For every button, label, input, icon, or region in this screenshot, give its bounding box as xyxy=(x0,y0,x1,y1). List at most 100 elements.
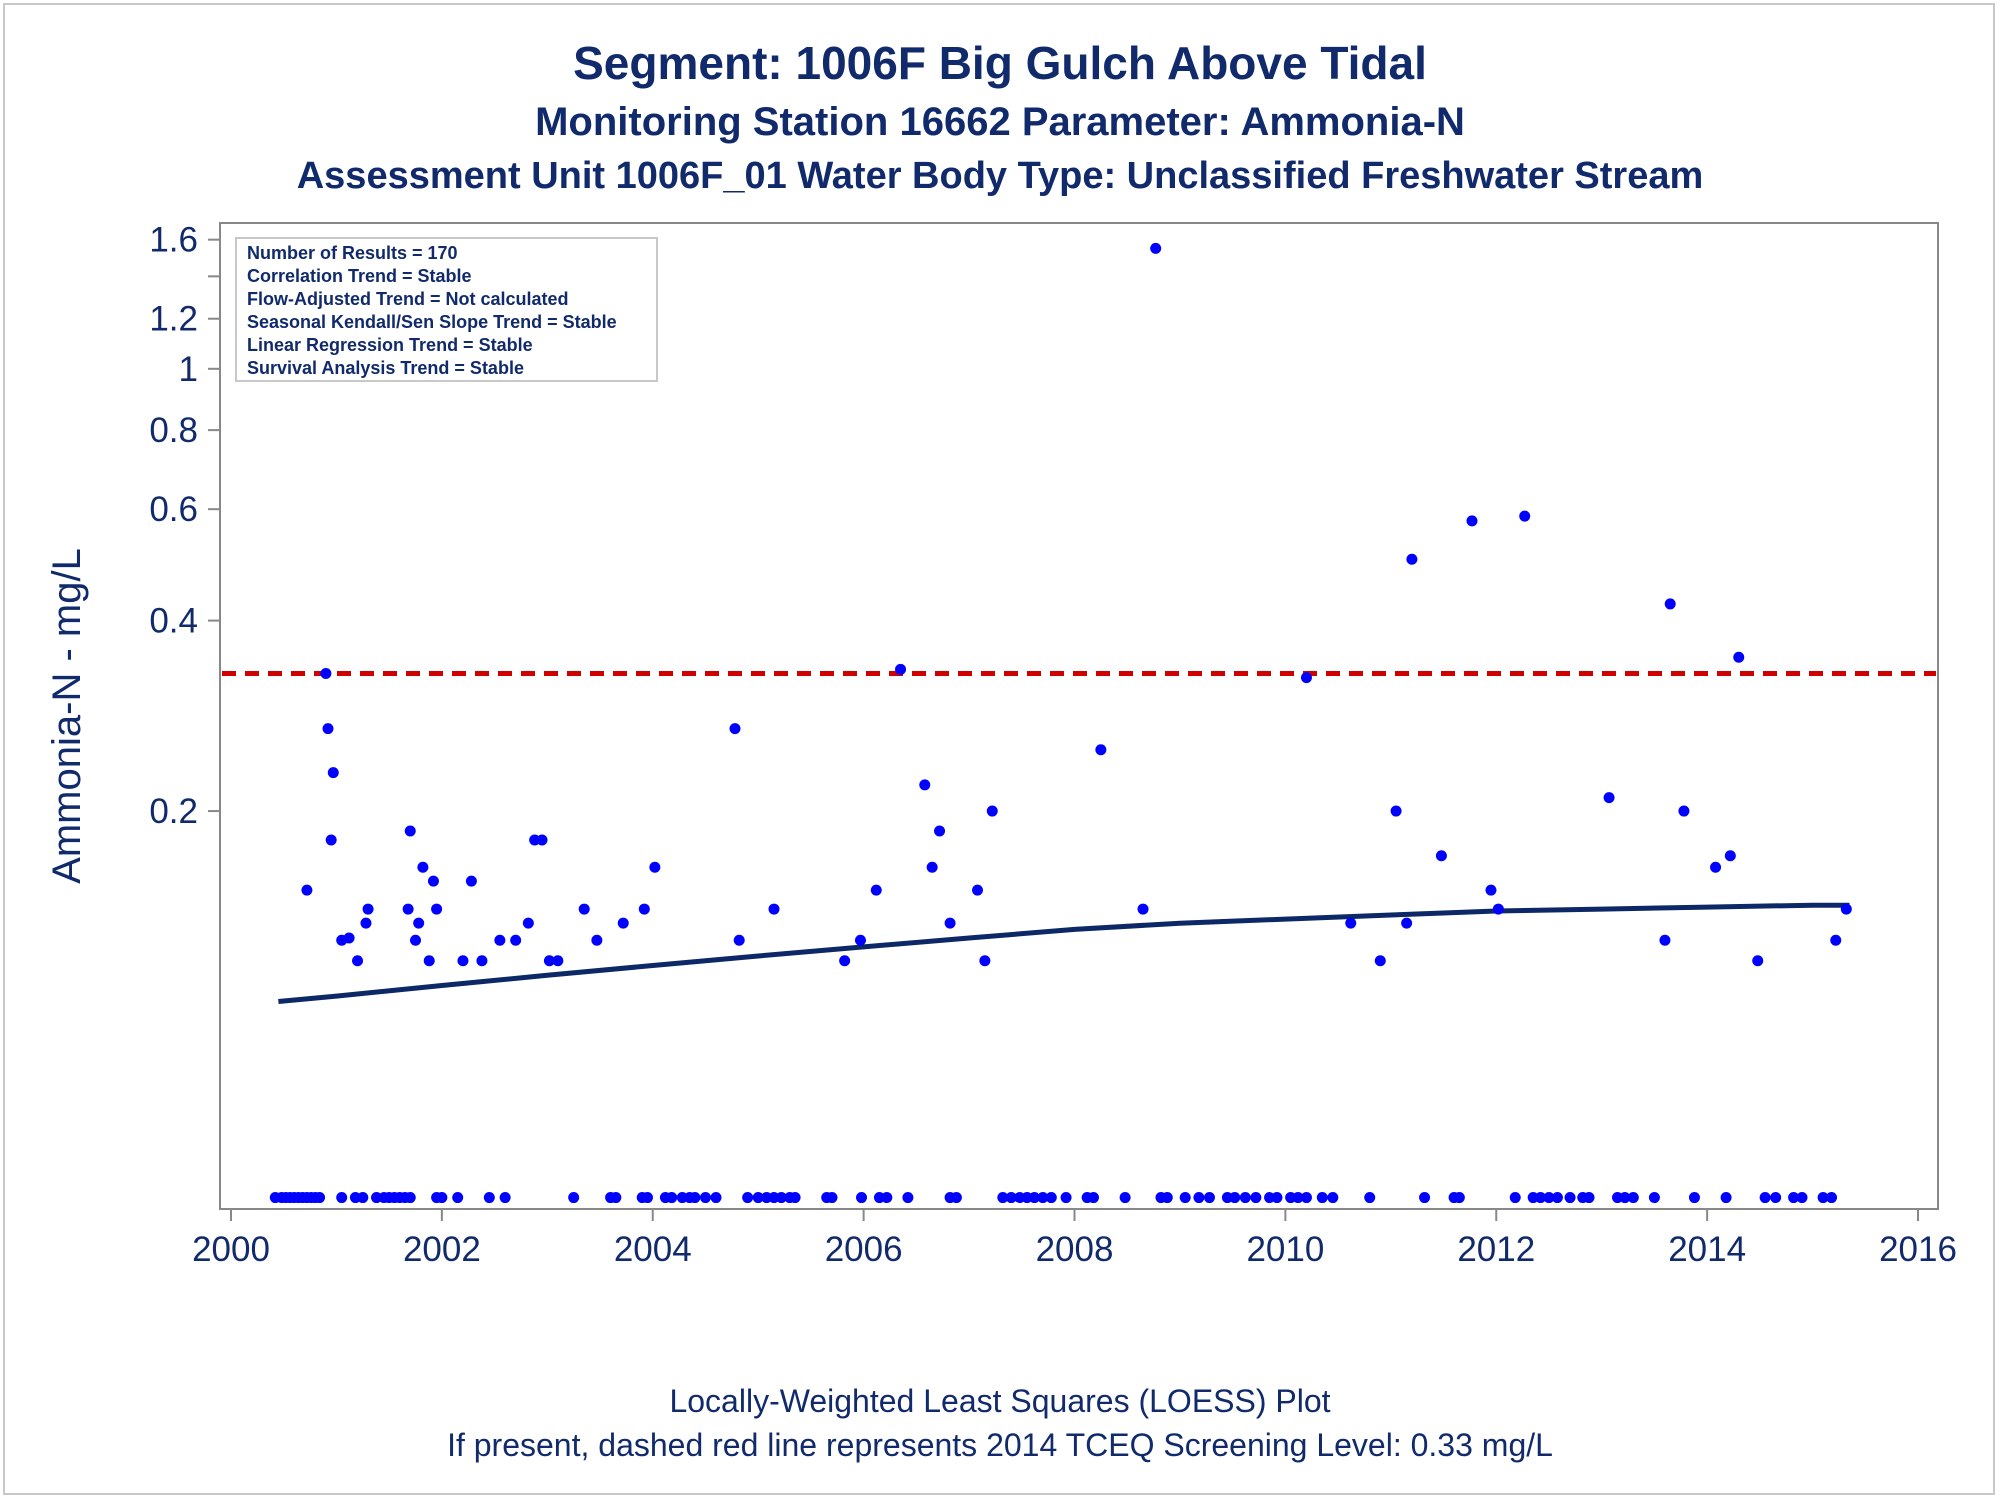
below-detection-point xyxy=(1720,1192,1732,1204)
x-tick-label: 2010 xyxy=(1246,1230,1324,1269)
loess-line xyxy=(278,902,1850,1004)
below-detection-point xyxy=(1028,1192,1040,1204)
data-point xyxy=(320,667,332,679)
below-detection-point xyxy=(1005,1192,1017,1204)
x-tick-label: 2004 xyxy=(614,1230,692,1269)
x-tick-label: 2012 xyxy=(1457,1230,1535,1269)
chart-subtitle-2: Assessment Unit 1006F_01 Water Body Type… xyxy=(296,155,1704,197)
stat-seasonal-kendall-trend: Seasonal Kendall/Sen Slope Trend = Stabl… xyxy=(247,312,617,332)
below-detection-point xyxy=(1037,1192,1049,1204)
below-detection-point xyxy=(1770,1192,1782,1204)
data-point xyxy=(552,955,564,967)
data-point xyxy=(895,663,907,675)
y-tick-label: 0.8 xyxy=(149,411,198,450)
x-tick-label: 2000 xyxy=(192,1230,270,1269)
below-detection-point xyxy=(666,1192,678,1204)
stats-box: Number of Results = 170 Correlation Tren… xyxy=(235,237,658,382)
data-point xyxy=(457,955,469,967)
data-points xyxy=(301,242,1852,967)
data-point xyxy=(360,917,372,929)
data-point xyxy=(934,825,946,837)
data-point xyxy=(362,903,374,915)
data-point xyxy=(729,723,741,735)
below-detection-point xyxy=(1179,1192,1191,1204)
below-detection-point xyxy=(1229,1192,1241,1204)
data-point xyxy=(1390,805,1402,817)
below-detection-points xyxy=(269,1192,1838,1204)
data-point xyxy=(1678,805,1690,817)
data-point xyxy=(1830,934,1842,946)
data-point xyxy=(1519,510,1531,522)
data-point xyxy=(1485,884,1497,896)
data-point xyxy=(768,903,780,915)
below-detection-point xyxy=(436,1192,448,1204)
below-detection-point xyxy=(1364,1192,1376,1204)
stat-linear-regression-trend: Linear Regression Trend = Stable xyxy=(247,335,533,355)
data-point xyxy=(1137,903,1149,915)
y-tick-label: 0.6 xyxy=(149,490,198,529)
data-point xyxy=(649,861,661,873)
below-detection-point xyxy=(1826,1192,1838,1204)
data-point xyxy=(1401,917,1413,929)
below-detection-point xyxy=(1583,1192,1595,1204)
data-point xyxy=(431,903,443,915)
below-detection-point xyxy=(1161,1192,1173,1204)
plot-area xyxy=(219,222,1939,1210)
data-point xyxy=(638,903,650,915)
data-point xyxy=(591,934,603,946)
x-tick-label: 2016 xyxy=(1879,1230,1957,1269)
below-detection-point xyxy=(1543,1192,1555,1204)
data-point xyxy=(979,955,991,967)
data-point xyxy=(423,955,435,967)
data-point xyxy=(325,834,337,846)
data-point xyxy=(1406,553,1418,565)
below-detection-point xyxy=(336,1192,348,1204)
x-axis: 2000 2002 2004 2006 2008 2010 2012 2014 2016 xyxy=(192,1209,1957,1269)
y-axis-label: Ammonia-N - mg/L xyxy=(45,548,89,884)
below-detection-point xyxy=(826,1192,838,1204)
below-detection-point xyxy=(610,1192,622,1204)
below-detection-point xyxy=(1759,1192,1771,1204)
y-tick-label: 1.2 xyxy=(149,300,198,339)
below-detection-point xyxy=(452,1192,464,1204)
below-detection-point xyxy=(775,1192,787,1204)
y-tick-label: 1.6 xyxy=(149,221,198,260)
data-point xyxy=(410,934,422,946)
below-detection-point xyxy=(1564,1192,1576,1204)
data-point xyxy=(1492,903,1504,915)
data-point xyxy=(617,917,629,929)
data-point xyxy=(1300,672,1312,684)
below-detection-point xyxy=(881,1192,893,1204)
below-detection-point xyxy=(483,1192,495,1204)
y-axis: 0.2 0.4 0.6 0.8 1 1.2 1.6 xyxy=(149,221,220,831)
data-point xyxy=(1733,651,1745,663)
data-point xyxy=(536,834,548,846)
y-tick-label: 0.4 xyxy=(149,602,198,641)
data-point xyxy=(1724,850,1736,862)
below-detection-point xyxy=(699,1192,711,1204)
below-detection-point xyxy=(1239,1192,1251,1204)
data-point xyxy=(1659,934,1671,946)
data-point xyxy=(417,861,429,873)
data-point xyxy=(510,934,522,946)
x-tick-label: 2014 xyxy=(1668,1230,1746,1269)
x-tick-label: 2002 xyxy=(403,1230,481,1269)
below-detection-point xyxy=(641,1192,653,1204)
below-detection-point xyxy=(1316,1192,1328,1204)
data-point xyxy=(327,767,339,779)
below-detection-point xyxy=(1327,1192,1339,1204)
below-detection-point xyxy=(1627,1192,1639,1204)
data-point xyxy=(494,934,506,946)
x-tick-label: 2008 xyxy=(1036,1230,1114,1269)
below-detection-point xyxy=(1788,1192,1800,1204)
below-detection-point xyxy=(689,1192,701,1204)
chart-title: Segment: 1006F Big Gulch Above Tidal xyxy=(573,37,1427,89)
stat-survival-analysis-trend: Survival Analysis Trend = Stable xyxy=(247,358,524,378)
data-point xyxy=(1710,861,1722,873)
below-detection-point xyxy=(710,1192,722,1204)
y-tick-label: 0.2 xyxy=(149,792,198,831)
data-point xyxy=(1466,515,1478,527)
data-point xyxy=(986,805,998,817)
below-detection-point xyxy=(856,1192,868,1204)
below-detection-point xyxy=(1087,1192,1099,1204)
